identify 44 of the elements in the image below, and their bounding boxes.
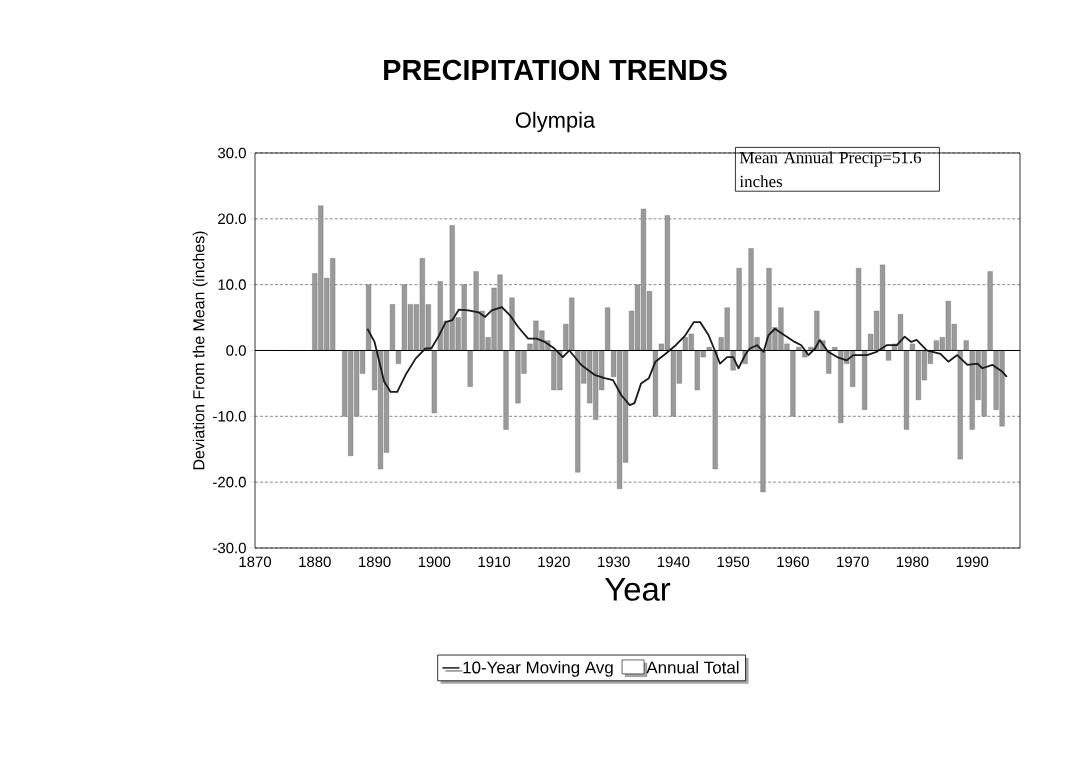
- x-tick-label: 1910: [478, 556, 511, 568]
- chart-subtitle: Olympia: [515, 111, 596, 133]
- y-tick-label: 0.0: [226, 345, 246, 356]
- y-tick-label: -20.0: [213, 476, 246, 488]
- bar: [957, 350, 963, 460]
- y-tick-label: 10.0: [218, 279, 246, 290]
- y-tick-label: -30.0: [213, 542, 246, 554]
- bar: [503, 350, 509, 430]
- x-tick-label: 1870: [239, 556, 272, 568]
- bar: [760, 350, 766, 493]
- bar: [736, 268, 742, 351]
- x-tick-label: 1940: [657, 556, 690, 568]
- y-tick-label: 20.0: [218, 213, 246, 225]
- x-tick-label: 1950: [717, 556, 750, 568]
- bar: [987, 271, 993, 351]
- bar: [963, 340, 969, 351]
- bar: [826, 350, 832, 374]
- x-tick-label: 1980: [896, 556, 929, 568]
- bar: [605, 307, 611, 351]
- annotation: Mean Annual Precip=51.6 inches: [739, 151, 922, 188]
- x-tick-label: 1900: [418, 556, 451, 568]
- chart-title: PRECIPITATION TRENDS: [384, 59, 727, 81]
- bar: [712, 350, 718, 470]
- line-series: [366, 306, 1008, 407]
- x-tick-label: 1990: [956, 556, 989, 568]
- x-tick-label: 1930: [598, 556, 630, 568]
- y-axis-title: Deviation From the Mean (inches): [192, 231, 208, 470]
- x-tick-label: 1920: [538, 556, 570, 568]
- y-tick-label: 30.0: [217, 147, 246, 159]
- bar: [467, 350, 473, 387]
- x-axis-title: Year: [605, 577, 671, 601]
- bar: [431, 350, 437, 414]
- y-tick-label: -10.0: [213, 411, 246, 422]
- x-tick-label: 1880: [299, 556, 331, 568]
- bar: [509, 297, 515, 351]
- x-tick-label: 1970: [837, 556, 869, 568]
- legend-label: Annual Total: [646, 661, 739, 674]
- x-tick-label: 1960: [777, 556, 809, 568]
- legend-label: 10-Year Moving Avg: [463, 661, 613, 677]
- bar: [862, 350, 868, 410]
- x-tick-label: 1890: [359, 556, 391, 568]
- bar: [856, 268, 862, 351]
- bar: [790, 350, 796, 417]
- bar: [366, 284, 372, 351]
